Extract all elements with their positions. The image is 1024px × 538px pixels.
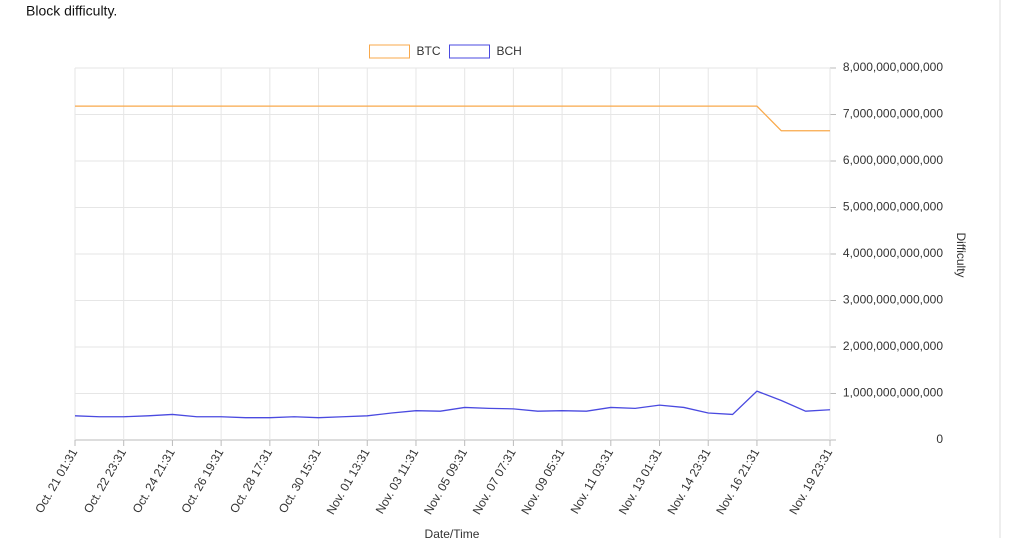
x-tick-label: Nov. 13 01:31 [616, 446, 665, 517]
x-tick-label: Oct. 30 15:31 [276, 446, 324, 516]
x-tick-label: Nov. 01 13:31 [324, 446, 373, 517]
y-tick-label: 3,000,000,000,000 [843, 293, 943, 307]
y-tick-label: 8,000,000,000,000 [843, 60, 943, 74]
x-tick-label: Oct. 22 23:31 [81, 446, 129, 516]
y-axis-title: Difficulty [954, 232, 968, 277]
series-line [75, 105, 830, 132]
x-tick-label: Oct. 28 17:31 [227, 446, 275, 516]
legend-label: BCH [497, 44, 522, 58]
x-tick-label: Oct. 21 01:31 [32, 446, 80, 516]
y-tick-label: 1,000,000,000,000 [843, 386, 943, 400]
series-line [74, 390, 831, 419]
legend-swatch [369, 44, 410, 59]
x-tick-label: Nov. 07 07:31 [470, 446, 519, 517]
y-tick-label: 2,000,000,000,000 [843, 339, 943, 353]
x-tick-label: Nov. 03 11:31 [373, 446, 422, 516]
x-axis-title: Date/Time [425, 527, 480, 538]
x-tick-label: Nov. 16 21:31 [713, 446, 762, 517]
x-tick-label: Nov. 14 23:31 [665, 446, 714, 517]
chart-title: Block difficulty. [26, 3, 117, 19]
x-tick-label: Nov. 09 05:31 [518, 446, 567, 517]
x-tick-label: Nov. 05 09:31 [421, 446, 470, 517]
x-tick-label: Nov. 19 23:31 [786, 446, 835, 517]
y-tick-label: 7,000,000,000,000 [843, 107, 943, 121]
y-tick-label: 0 [936, 432, 943, 446]
legend-label: BTC [417, 44, 441, 58]
legend-swatch [449, 44, 490, 59]
x-tick-label: Oct. 26 19:31 [178, 446, 226, 516]
x-tick-label: Nov. 11 03:31 [568, 446, 617, 516]
y-tick-label: 6,000,000,000,000 [843, 153, 943, 167]
x-tick-label: Oct. 24 21:31 [130, 446, 178, 516]
y-tick-label: 4,000,000,000,000 [843, 246, 943, 260]
y-tick-label: 5,000,000,000,000 [843, 200, 943, 214]
